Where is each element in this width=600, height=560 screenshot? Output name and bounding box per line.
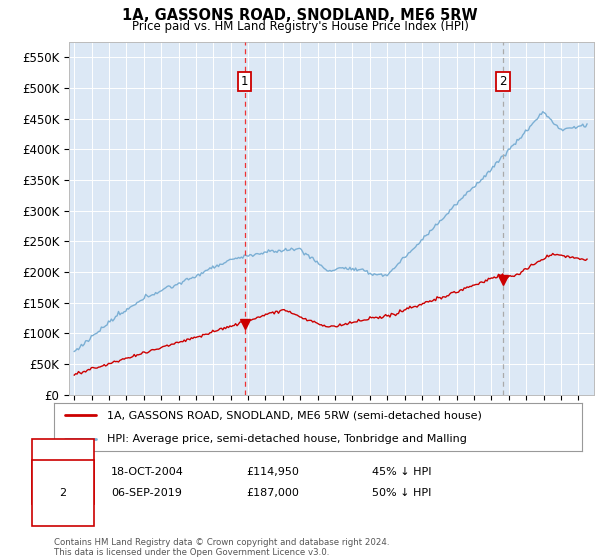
Text: 50% ↓ HPI: 50% ↓ HPI bbox=[372, 488, 431, 498]
Text: 1A, GASSONS ROAD, SNODLAND, ME6 5RW: 1A, GASSONS ROAD, SNODLAND, ME6 5RW bbox=[122, 8, 478, 24]
Text: 06-SEP-2019: 06-SEP-2019 bbox=[111, 488, 182, 498]
Text: 1: 1 bbox=[59, 466, 67, 477]
Text: 2: 2 bbox=[59, 488, 67, 498]
Text: HPI: Average price, semi-detached house, Tonbridge and Malling: HPI: Average price, semi-detached house,… bbox=[107, 434, 467, 444]
Text: Contains HM Land Registry data © Crown copyright and database right 2024.
This d: Contains HM Land Registry data © Crown c… bbox=[54, 538, 389, 557]
Text: 1A, GASSONS ROAD, SNODLAND, ME6 5RW (semi-detached house): 1A, GASSONS ROAD, SNODLAND, ME6 5RW (sem… bbox=[107, 410, 482, 420]
Text: 45% ↓ HPI: 45% ↓ HPI bbox=[372, 466, 431, 477]
Text: 1: 1 bbox=[241, 76, 248, 88]
Text: £187,000: £187,000 bbox=[246, 488, 299, 498]
Text: £114,950: £114,950 bbox=[246, 466, 299, 477]
Text: 18-OCT-2004: 18-OCT-2004 bbox=[111, 466, 184, 477]
Text: Price paid vs. HM Land Registry's House Price Index (HPI): Price paid vs. HM Land Registry's House … bbox=[131, 20, 469, 32]
Text: 2: 2 bbox=[499, 76, 507, 88]
